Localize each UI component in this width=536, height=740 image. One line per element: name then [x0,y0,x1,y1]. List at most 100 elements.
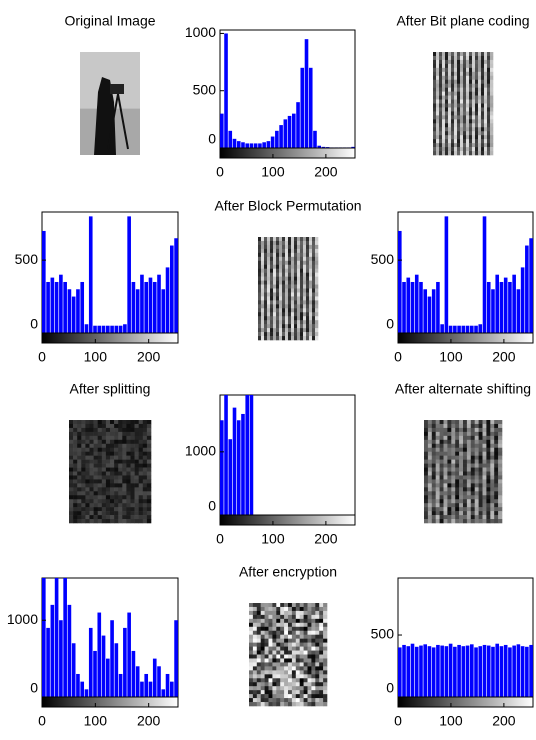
image-pixel [256,642,261,647]
bar [444,216,449,333]
image-pixel [258,312,262,317]
image-pixel [311,626,316,632]
image-pixel [443,463,448,468]
image-pixel [264,642,269,647]
image-pixel [300,248,304,254]
image-pixel [85,487,90,492]
image-pixel [472,139,476,144]
image-pixel [303,650,308,655]
image-pixel [448,103,452,108]
image-pixel [268,642,273,647]
image-pixel [285,324,289,329]
image-pixel [268,694,273,699]
image-pixel [460,59,464,65]
image-pixel [448,135,452,140]
image-pixel [455,491,460,496]
bar [97,325,102,333]
image-pixel [478,423,483,429]
image-pixel [474,483,479,488]
image-pixel [282,284,286,289]
image-pixel [264,634,269,639]
image-pixel [457,71,461,77]
image-pixel [276,240,280,246]
image-pixel [138,439,144,445]
image-pixel [474,435,479,441]
image-pixel [455,515,460,520]
bar [174,238,178,333]
image-pixel [451,427,456,433]
image-pixel [490,435,495,441]
image-pixel [481,111,485,116]
image-pixel [445,139,449,144]
image-pixel [273,280,277,285]
image-pixel [268,662,273,667]
image-pixel [291,320,295,325]
image-pixel [282,308,286,313]
image-pixel [300,240,304,246]
image-pixel [466,71,470,77]
image-pixel [291,662,297,667]
image-pixel [138,503,144,508]
image-pixel [490,127,494,132]
bar [512,274,516,333]
image-pixel [272,666,277,671]
image-pixel [460,91,464,96]
image-pixel [73,431,78,437]
image-pixel [490,79,494,84]
image-pixel [494,495,499,500]
image-pixel [460,135,464,140]
image-pixel [455,479,460,484]
image-pixel [105,427,111,433]
image-pixel [312,296,316,301]
image-pixel [81,451,86,456]
image-pixel [252,626,258,632]
image-pixel [93,519,98,524]
image-pixel [312,244,316,250]
image-pixel [73,435,78,441]
image-pixel [323,650,328,655]
image-pixel [448,71,452,77]
image-pixel [249,666,254,671]
image-pixel [101,491,107,496]
image-pixel [466,52,470,57]
image-pixel [101,479,107,484]
bar [245,143,250,148]
image-pixel [273,320,277,325]
image-pixel [443,479,448,484]
image-pixel [260,638,265,643]
image-pixel [126,423,131,429]
image-pixel [300,300,304,305]
image-pixel [487,55,491,61]
image-pixel [439,471,444,476]
image-pixel [126,435,131,441]
image-pixel [445,127,449,132]
image-pixel [126,447,131,452]
image-pixel [272,646,277,651]
image-pixel [455,499,460,504]
image-pixel [282,296,286,301]
image-pixel [276,630,281,635]
image-pixel [256,702,261,707]
image-pixel [439,131,443,136]
image-pixel [466,420,472,425]
image [258,237,319,341]
image-pixel [303,304,307,309]
image-pixel [134,511,139,516]
image-pixel [252,670,258,675]
image-pixel [463,119,467,124]
image-pixel [307,698,312,703]
image-pixel [494,491,499,496]
bar [266,141,271,148]
image-pixel [442,151,446,156]
image-pixel [457,107,461,112]
x-tick-label: 100 [84,713,108,729]
image-pixel [442,75,446,81]
image-pixel [443,491,448,496]
image-pixel [470,491,475,496]
image-pixel [297,272,301,277]
image-pixel [299,658,304,663]
image-pixel [264,666,269,671]
image-pixel [276,646,281,651]
bar [67,289,72,333]
image-pixel [249,662,254,667]
